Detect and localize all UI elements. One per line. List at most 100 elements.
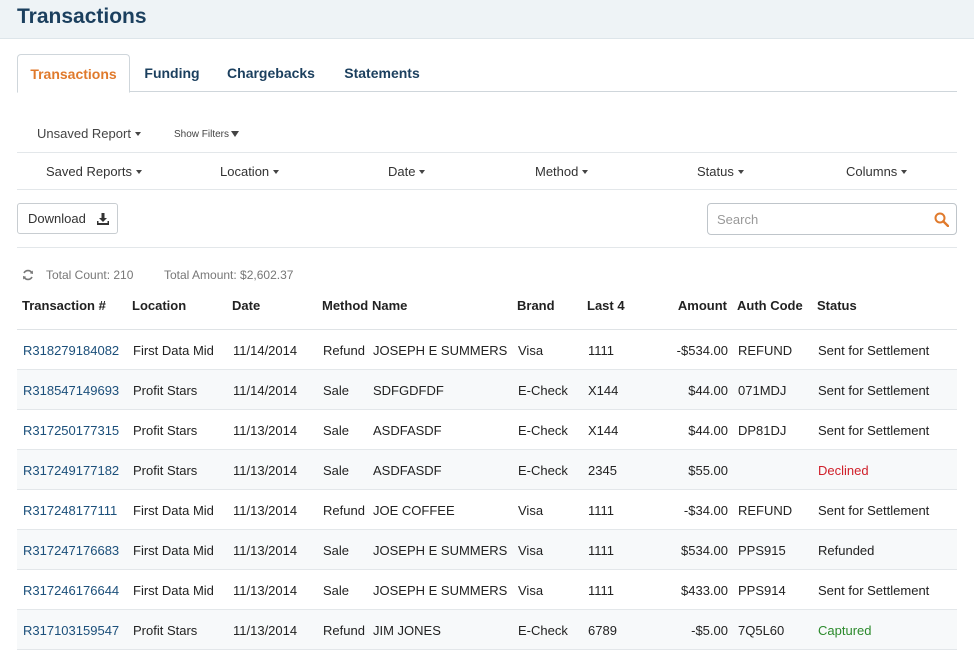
table-row[interactable]: R317250177315 Profit Stars 11/13/2014 Sale A… <box>17 410 957 450</box>
last4-cell: 6789 <box>588 623 617 638</box>
total-count: Total Count: 210 <box>46 268 134 282</box>
amount-cell: $55.00 <box>688 463 728 478</box>
transaction-link[interactable]: R317250177315 <box>23 423 120 438</box>
col-method[interactable]: Method <box>322 298 369 313</box>
filter-label: Method <box>535 164 579 179</box>
refresh-icon[interactable] <box>22 269 34 281</box>
table-row[interactable]: R317249177182 Profit Stars 11/13/2014 Sale A… <box>17 450 957 490</box>
filter-label: Location <box>220 164 270 179</box>
table-row[interactable]: R317247176683 First Data Mid 11/13/2014 Sal… <box>17 530 957 570</box>
col-location[interactable]: Location <box>132 298 187 313</box>
page-title: Transactions <box>17 5 147 28</box>
search-input[interactable] <box>709 205 919 233</box>
download-button[interactable]: Download <box>17 203 118 234</box>
auth-code-cell: 071MDJ <box>738 383 787 398</box>
amount-cell: -$5.00 <box>691 623 728 638</box>
col-amount[interactable]: Amount <box>677 298 727 313</box>
last4-cell: 1111 <box>588 583 615 598</box>
transaction-link[interactable]: R317103159547 <box>23 623 120 638</box>
filter-saved-reports[interactable]: Saved Reports <box>46 164 142 179</box>
show-filters-toggle[interactable]: Show Filters <box>174 129 240 140</box>
transaction-link[interactable]: R317247176683 <box>23 543 120 558</box>
col-auth-code[interactable]: Auth Code <box>737 298 803 313</box>
chevron-down-icon <box>419 169 426 174</box>
date-cell: 11/13/2014 <box>233 423 298 438</box>
col-last4[interactable]: Last 4 <box>587 298 625 313</box>
brand-cell: Visa <box>518 343 544 358</box>
search-box <box>707 203 957 235</box>
filter-status[interactable]: Status <box>697 164 744 179</box>
location-cell: Profit Stars <box>133 463 198 478</box>
name-cell: ASDFASDF <box>373 423 442 438</box>
name-cell: JOSEPH E SUMMERS <box>373 583 508 598</box>
unsaved-report-dropdown[interactable]: Unsaved Report <box>37 126 141 141</box>
amount-cell: -$34.00 <box>683 503 728 518</box>
auth-code-cell: DP81DJ <box>738 423 787 438</box>
col-status[interactable]: Status <box>817 298 857 313</box>
filter-location[interactable]: Location <box>220 164 280 179</box>
name-cell: JOE COFFEE <box>373 503 455 518</box>
name-cell: ASDFASDF <box>373 463 442 478</box>
method-cell: Refund <box>323 343 365 358</box>
brand-cell: E-Check <box>518 463 568 478</box>
location-cell: First Data Mid <box>133 503 214 518</box>
date-cell: 11/13/2014 <box>233 463 298 478</box>
table-row[interactable]: R318547149693 Profit Stars 11/14/2014 Sale S… <box>17 370 957 410</box>
table-row[interactable]: R317248177111 First Data Mid 11/13/2014 Ref… <box>17 490 957 530</box>
name-cell: JOSEPH E SUMMERS <box>373 343 508 358</box>
method-cell: Sale <box>323 463 350 478</box>
name-cell: SDFGDFDF <box>373 383 444 398</box>
filter-date[interactable]: Date <box>388 164 426 179</box>
method-cell: Refund <box>323 623 365 638</box>
brand-cell: Visa <box>518 583 544 598</box>
location-cell: Profit Stars <box>133 383 198 398</box>
col-transaction[interactable]: Transaction # <box>22 298 106 313</box>
transaction-link[interactable]: R318279184082 <box>23 343 120 358</box>
col-date[interactable]: Date <box>232 298 261 313</box>
auth-code-cell: REFUND <box>738 343 793 358</box>
name-cell: JIM JONES <box>373 623 441 638</box>
transaction-link[interactable]: R317249177182 <box>23 463 120 478</box>
search-icon[interactable] <box>934 212 949 227</box>
tab-funding[interactable]: Funding <box>144 65 200 81</box>
transaction-link[interactable]: R318547149693 <box>23 383 120 398</box>
status-cell: Sent for Settlement <box>818 583 930 598</box>
transaction-link[interactable]: R317246176644 <box>23 583 120 598</box>
chevron-down-icon <box>901 169 908 174</box>
col-name[interactable]: Name <box>372 298 408 313</box>
method-cell: Sale <box>323 383 350 398</box>
page-header: Transactions <box>0 0 974 39</box>
tab-statements[interactable]: Statements <box>344 65 420 81</box>
date-cell: 11/13/2014 <box>233 503 298 518</box>
tab-transactions[interactable]: Transactions <box>17 54 130 93</box>
chevron-down-icon <box>136 169 142 174</box>
tab-chargebacks[interactable]: Chargebacks <box>227 65 315 81</box>
date-cell: 11/13/2014 <box>233 583 298 598</box>
filter-columns[interactable]: Columns <box>846 164 908 179</box>
method-cell: Refund <box>323 503 365 518</box>
last4-cell: X144 <box>588 383 619 398</box>
chevron-down-icon <box>273 169 280 174</box>
filter-label: Columns <box>846 164 898 179</box>
filter-method[interactable]: Method <box>535 164 589 179</box>
table-row[interactable]: R317103159547 Profit Stars 11/13/2014 Refun… <box>17 610 957 650</box>
divider <box>17 247 957 248</box>
show-filters-label: Show Filters <box>174 129 230 140</box>
amount-cell: $44.00 <box>688 383 728 398</box>
last4-cell: X144 <box>588 423 619 438</box>
table-row[interactable]: R318279184082 First Data Mid 11/14/2014 Ref… <box>17 330 957 370</box>
last4-cell: 1111 <box>588 343 615 358</box>
auth-code-cell: REFUND <box>738 503 793 518</box>
table-row[interactable]: R317246176644 First Data Mid 11/13/2014 Sal… <box>17 570 957 610</box>
brand-cell: E-Check <box>518 383 568 398</box>
filter-icon <box>231 131 240 138</box>
last4-cell: 2345 <box>588 463 617 478</box>
auth-code-cell: PPS915 <box>738 543 786 558</box>
status-cell: Captured <box>818 623 872 638</box>
transaction-link[interactable]: R317248177111 <box>23 503 118 518</box>
download-icon <box>97 213 109 225</box>
col-brand[interactable]: Brand <box>517 298 555 313</box>
date-cell: 11/14/2014 <box>233 383 298 398</box>
tab-bar: Transactions Funding Chargebacks Stateme… <box>17 54 957 93</box>
filter-bar: Saved Reports Location Date Method Statu… <box>17 152 957 190</box>
